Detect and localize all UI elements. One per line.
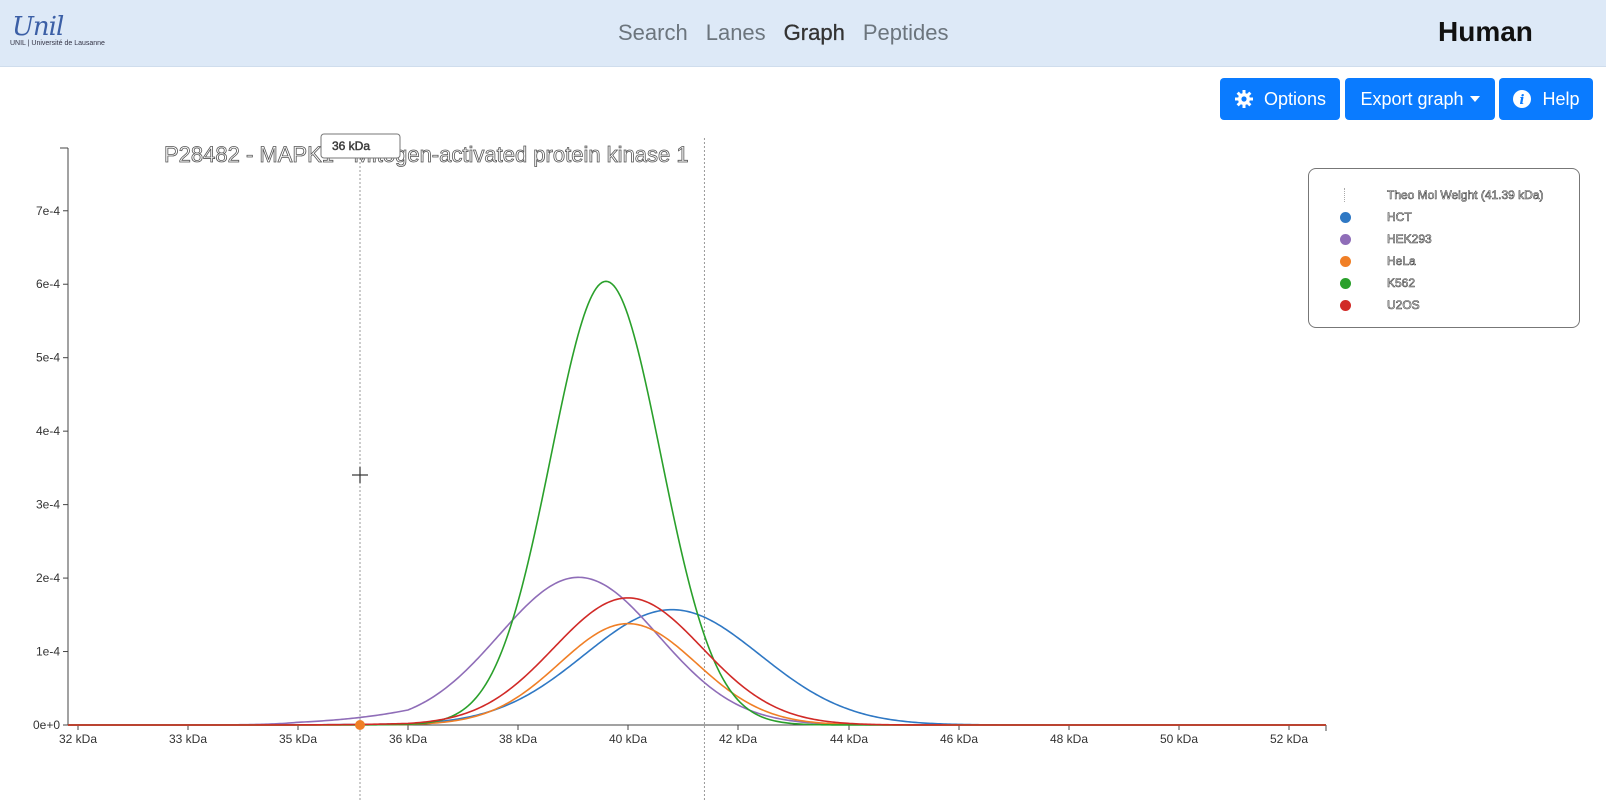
- x-tick-label: 36 kDa: [389, 732, 427, 746]
- legend-dot-icon: [1340, 277, 1351, 289]
- x-tick-label: 40 kDa: [609, 732, 647, 746]
- legend-label-k562: K562: [1387, 276, 1416, 291]
- x-tick-label: 46 kDa: [940, 732, 978, 746]
- legend-row-theo: Theo Mol Weight (41.39 kDa): [1309, 185, 1579, 205]
- y-tick-label: 7e-4: [36, 204, 60, 218]
- legend-row-hct[interactable]: HCT: [1309, 207, 1579, 227]
- options-label: Options: [1263, 88, 1327, 109]
- x-tick-label: 42 kDa: [719, 732, 757, 746]
- series-line-k562: [68, 280, 1326, 726]
- nav-link-graph[interactable]: Graph: [783, 20, 845, 45]
- top-navbar: Unil UNIL | Université de Lausanne Searc…: [0, 0, 1606, 67]
- x-tick-label: 48 kDa: [1050, 732, 1088, 746]
- nav-link-search[interactable]: Search: [618, 20, 688, 45]
- legend-label-u2os: U2OS: [1387, 298, 1420, 313]
- x-tick-label: 52 kDa: [1270, 732, 1308, 746]
- x-tick-label: 50 kDa: [1160, 732, 1198, 746]
- legend-dot-icon: [1340, 299, 1351, 311]
- cursor-label-box: [320, 133, 401, 159]
- legend-label-hela: HeLa: [1387, 254, 1416, 269]
- unil-logo[interactable]: Unil UNIL | Université de Lausanne: [10, 12, 110, 54]
- cursor-point: [355, 720, 365, 730]
- legend-row-hela[interactable]: HeLa: [1309, 251, 1579, 271]
- help-button[interactable]: i Help: [1499, 78, 1593, 120]
- legend-label-theo: Theo Mol Weight (41.39 kDa): [1387, 188, 1544, 203]
- legend-dot-icon: [1340, 255, 1351, 267]
- x-tick-label: 32 kDa: [59, 732, 97, 746]
- y-tick-label: 1e-4: [36, 645, 60, 659]
- chart-title: P28482 - MAPK1 - Mitogen-activated prote…: [164, 142, 689, 167]
- gear-icon: [1234, 90, 1253, 108]
- y-tick-label: 2e-4: [36, 571, 60, 585]
- x-tick-label: 44 kDa: [830, 732, 868, 746]
- series-line-hek293: [68, 576, 1326, 726]
- legend-row-u2os[interactable]: U2OS: [1309, 295, 1579, 315]
- chart-legend: Theo Mol Weight (41.39 kDa) HCT HEK293 H…: [1308, 168, 1580, 328]
- species-title: Human: [1438, 16, 1533, 47]
- series-line-u2os: [68, 597, 1326, 726]
- series-line-hct: [68, 608, 1326, 726]
- nav-link-peptides[interactable]: Peptides: [862, 20, 949, 45]
- series-line-hela: [68, 622, 1326, 726]
- options-button[interactable]: Options: [1220, 78, 1340, 120]
- legend-dot-icon: [1340, 233, 1351, 245]
- logo-script-text: Unil: [12, 12, 64, 42]
- x-tick-label: 33 kDa: [169, 732, 207, 746]
- legend-row-hek293[interactable]: HEK293: [1309, 229, 1579, 249]
- cursor-label-text: 36 kDa: [332, 139, 370, 153]
- svg-text:i: i: [1520, 93, 1525, 108]
- export-graph-button[interactable]: Export graph: [1345, 78, 1495, 120]
- dotted-line-icon: [1344, 188, 1345, 202]
- legend-dot-icon: [1340, 211, 1351, 223]
- x-tick-label: 38 kDa: [499, 732, 537, 746]
- mw-graph-chart[interactable]: 0e+0 1e-4 2e-4 3e-4 4e-4 5e-4 6e-4 7e-4 32 kDa 33…: [0, 130, 1606, 800]
- x-tick-label: 35 kDa: [279, 732, 317, 746]
- help-label: Help: [1542, 88, 1580, 109]
- nav-link-lanes[interactable]: Lanes: [705, 20, 766, 45]
- legend-label-hek293: HEK293: [1387, 232, 1432, 247]
- legend-label-hct: HCT: [1387, 210, 1412, 225]
- logo-subtitle: UNIL | Université de Lausanne: [10, 40, 105, 47]
- y-tick-label: 4e-4: [36, 424, 60, 438]
- y-tick-label: 6e-4: [36, 277, 60, 291]
- y-tick-label: 5e-4: [36, 351, 60, 365]
- legend-row-k562[interactable]: K562: [1309, 273, 1579, 293]
- export-label: Export graph: [1360, 88, 1464, 109]
- info-icon: i: [1513, 90, 1532, 108]
- y-tick-label: 3e-4: [36, 498, 60, 512]
- caret-down-icon: [1469, 96, 1480, 102]
- nav-links: Search Lanes Graph Peptides: [618, 20, 948, 46]
- y-tick-label: 0e+0: [33, 718, 60, 732]
